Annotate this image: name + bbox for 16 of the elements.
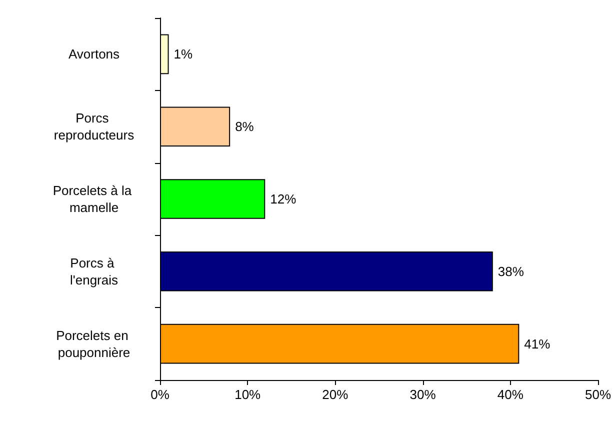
data-label: 38% (498, 264, 524, 279)
data-label: 41% (524, 336, 551, 352)
data-label: 12% (270, 192, 297, 206)
y-tick-label: Porcelets à la mamelle (52, 183, 136, 215)
x-tick-label: 40% (497, 387, 524, 402)
y-tick-label: Porcs reproducteurs (54, 110, 135, 143)
x-tick-label: 10% (234, 387, 262, 402)
x-tick-label: 50% (584, 387, 612, 402)
data-label: 8% (235, 119, 254, 134)
x-tick-label: 20% (322, 387, 349, 402)
x-tick-label: 0% (150, 387, 170, 402)
y-tick-label: Avortons (68, 46, 120, 62)
data-label: 1% (174, 46, 193, 62)
y-tick-label: Porcelets en pouponnière (56, 328, 132, 360)
x-tick-label: 30% (410, 387, 436, 402)
y-tick-label: Porcs à l'engrais (70, 255, 118, 288)
